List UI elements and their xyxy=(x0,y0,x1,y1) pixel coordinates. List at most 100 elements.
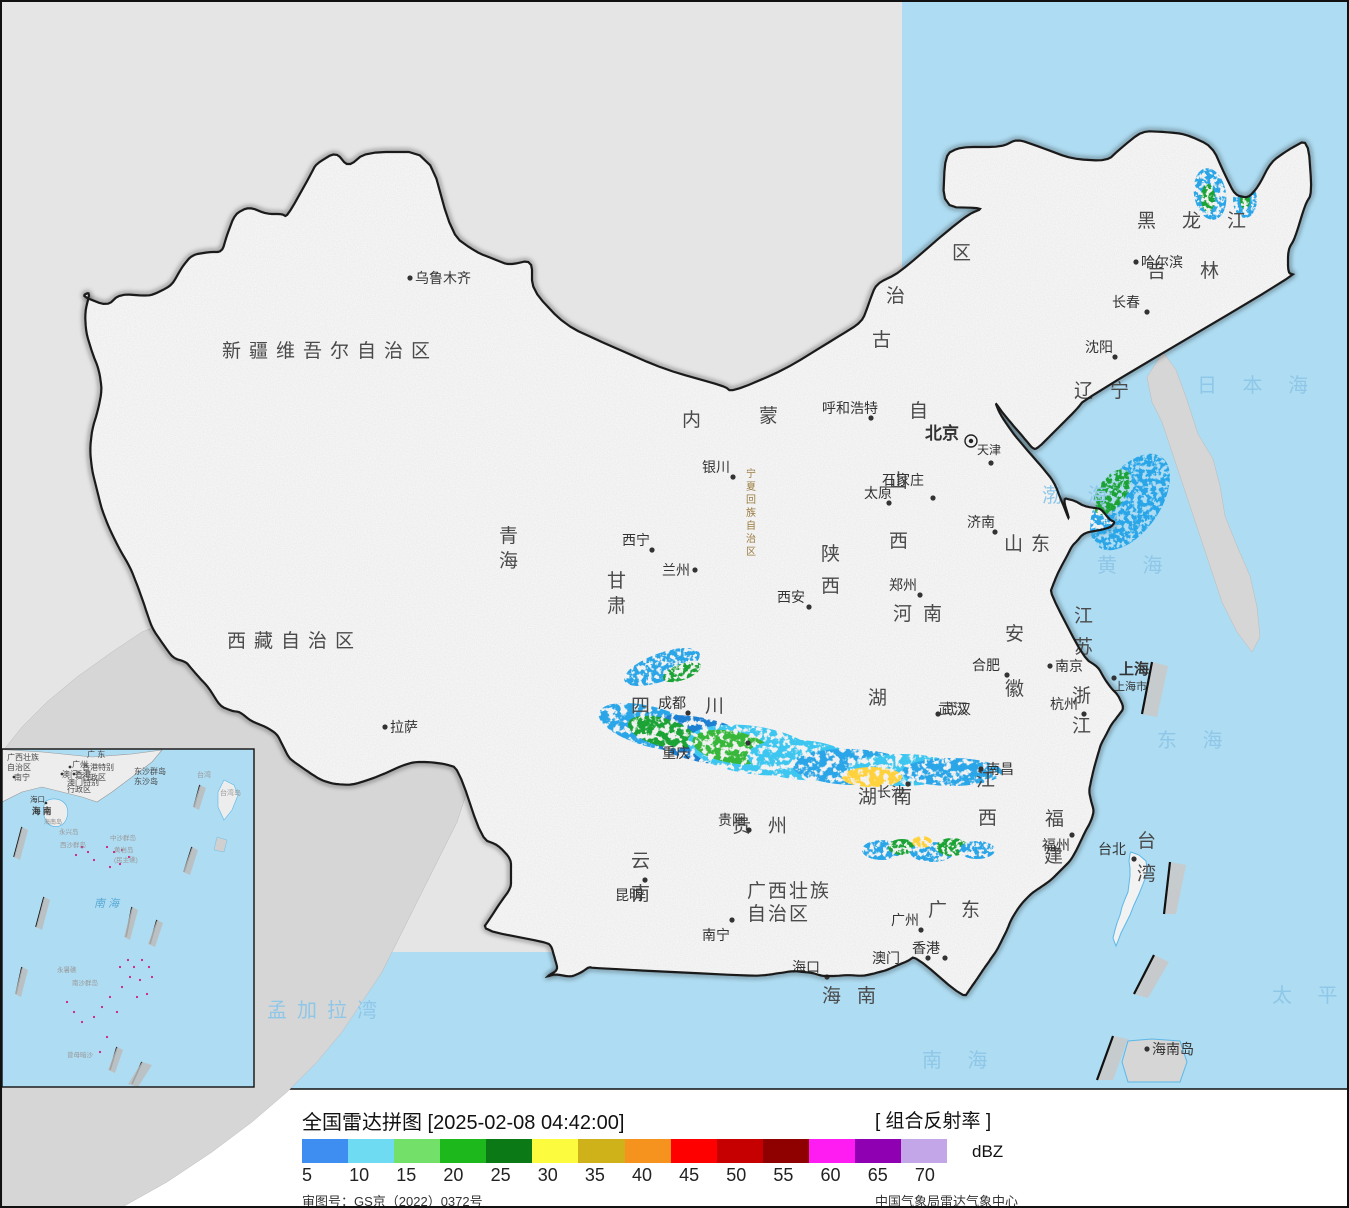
svg-text:徽: 徽 xyxy=(1005,678,1024,700)
svg-text:海: 海 xyxy=(822,985,841,1007)
svg-text:上海市: 上海市 xyxy=(1114,679,1147,693)
svg-text:东沙群岛: 东沙群岛 xyxy=(134,766,166,776)
svg-text:中沙群岛: 中沙群岛 xyxy=(110,833,136,842)
svg-text:长春: 长春 xyxy=(1112,294,1140,310)
svg-text:古: 古 xyxy=(872,329,891,351)
svg-text:山: 山 xyxy=(1004,533,1023,555)
svg-text:内: 内 xyxy=(682,409,701,431)
svg-text:武汉: 武汉 xyxy=(943,701,971,717)
svg-text:自治区: 自治区 xyxy=(7,762,31,772)
svg-text:济南: 济南 xyxy=(967,514,995,530)
svg-text:南京: 南京 xyxy=(1055,658,1083,674)
svg-text:兰州: 兰州 xyxy=(662,562,690,578)
svg-text:广西壮族: 广西壮族 xyxy=(747,880,831,902)
svg-text:东 海: 东 海 xyxy=(1157,729,1233,752)
svg-text:湾: 湾 xyxy=(1137,863,1156,885)
svg-text:云: 云 xyxy=(631,851,650,872)
svg-text:南: 南 xyxy=(857,985,876,1007)
svg-text:石家庄: 石家庄 xyxy=(882,472,924,488)
svg-text:澳门: 澳门 xyxy=(872,950,900,966)
svg-text:香港: 香港 xyxy=(912,940,940,956)
svg-text:广 东: 广 东 xyxy=(87,749,105,759)
svg-text:黑: 黑 xyxy=(1137,211,1156,232)
svg-text:永暑礁: 永暑礁 xyxy=(57,965,77,974)
svg-text:福: 福 xyxy=(1045,808,1064,830)
svg-text:西藏自治区: 西藏自治区 xyxy=(227,630,362,652)
svg-text:行政区: 行政区 xyxy=(82,772,106,782)
svg-text:台湾: 台湾 xyxy=(197,770,211,779)
svg-text:区: 区 xyxy=(746,546,756,558)
svg-text:西沙群岛: 西沙群岛 xyxy=(60,840,86,849)
svg-text:南沙群岛: 南沙群岛 xyxy=(72,978,98,987)
svg-text:银川: 银川 xyxy=(702,459,730,475)
svg-text:自: 自 xyxy=(909,400,928,422)
svg-text:长沙: 长沙 xyxy=(877,784,905,800)
svg-text:重庆: 重庆 xyxy=(662,745,690,761)
svg-text:江: 江 xyxy=(1074,605,1093,627)
svg-text:太 平 洋: 太 平 洋 xyxy=(1272,984,1349,1007)
svg-text:蒙: 蒙 xyxy=(759,405,778,427)
svg-text:(民主礁): (民主礁) xyxy=(114,855,138,864)
svg-text:新疆维吾尔自治区: 新疆维吾尔自治区 xyxy=(222,340,438,362)
svg-text:南宁: 南宁 xyxy=(14,772,30,782)
svg-text:族: 族 xyxy=(746,506,756,519)
svg-text:陕: 陕 xyxy=(821,543,840,565)
svg-text:江: 江 xyxy=(1227,210,1246,232)
svg-text:哈尔滨: 哈尔滨 xyxy=(1141,254,1183,270)
svg-text:四: 四 xyxy=(631,696,650,717)
svg-text:肃: 肃 xyxy=(607,595,626,617)
svg-text:青: 青 xyxy=(499,525,528,547)
svg-text:香港特别: 香港特别 xyxy=(82,762,114,772)
svg-text:安: 安 xyxy=(1005,623,1024,645)
svg-text:南 海: 南 海 xyxy=(94,897,121,910)
svg-text:广: 广 xyxy=(928,899,947,921)
svg-text:沈阳: 沈阳 xyxy=(1085,339,1113,355)
svg-text:福州: 福州 xyxy=(1042,837,1070,853)
svg-text:回: 回 xyxy=(746,494,756,506)
svg-text:台北: 台北 xyxy=(1098,841,1126,857)
svg-text:上海: 上海 xyxy=(1119,660,1149,678)
svg-text:拉萨: 拉萨 xyxy=(390,719,418,735)
svg-text:宁: 宁 xyxy=(746,467,756,480)
svg-text:东: 东 xyxy=(961,899,980,921)
svg-text:西: 西 xyxy=(978,808,997,829)
svg-text:龙: 龙 xyxy=(1182,210,1201,232)
svg-text:甘: 甘 xyxy=(607,570,626,592)
svg-text:河: 河 xyxy=(893,603,912,625)
svg-text:江: 江 xyxy=(1072,715,1091,737)
svg-text:孟加拉湾: 孟加拉湾 xyxy=(267,999,387,1022)
svg-text:辽: 辽 xyxy=(1074,380,1093,402)
svg-text:自: 自 xyxy=(746,519,756,532)
svg-text:川: 川 xyxy=(705,696,724,717)
svg-text:夏: 夏 xyxy=(746,481,756,493)
svg-text:治: 治 xyxy=(886,285,905,307)
svg-text:合肥: 合肥 xyxy=(972,657,1000,673)
svg-text:西: 西 xyxy=(889,531,908,552)
svg-text:海口: 海口 xyxy=(30,794,45,804)
svg-text:黄岩岛: 黄岩岛 xyxy=(114,845,134,854)
svg-text:天津: 天津 xyxy=(977,443,1001,457)
svg-text:南昌: 南昌 xyxy=(986,761,1014,777)
svg-text:湖: 湖 xyxy=(858,786,877,808)
svg-text:台: 台 xyxy=(1137,830,1156,852)
svg-text:贵阳: 贵阳 xyxy=(718,812,746,828)
svg-text:郑州: 郑州 xyxy=(889,577,917,593)
svg-text:黄 海: 黄 海 xyxy=(1097,554,1173,577)
svg-text:西安: 西安 xyxy=(777,589,805,605)
svg-text:西宁: 西宁 xyxy=(622,532,650,548)
svg-text:行政区: 行政区 xyxy=(67,784,91,794)
svg-text:杭州: 杭州 xyxy=(1050,696,1078,712)
svg-text:自治区: 自治区 xyxy=(747,903,810,925)
svg-text:湖: 湖 xyxy=(868,687,887,709)
svg-text:海南岛: 海南岛 xyxy=(44,818,62,826)
svg-text:广西壮族: 广西壮族 xyxy=(7,752,39,762)
svg-text:乌鲁木齐: 乌鲁木齐 xyxy=(415,270,471,286)
svg-text:永兴岛: 永兴岛 xyxy=(59,827,79,836)
svg-text:北京: 北京 xyxy=(925,423,959,443)
svg-text:成都: 成都 xyxy=(658,695,686,711)
svg-text:南 海: 南 海 xyxy=(922,1049,998,1072)
svg-text:东沙岛: 东沙岛 xyxy=(134,776,158,786)
svg-text:南: 南 xyxy=(923,603,942,625)
svg-text:曾母暗沙: 曾母暗沙 xyxy=(67,1050,94,1059)
svg-text:西: 西 xyxy=(821,576,840,597)
